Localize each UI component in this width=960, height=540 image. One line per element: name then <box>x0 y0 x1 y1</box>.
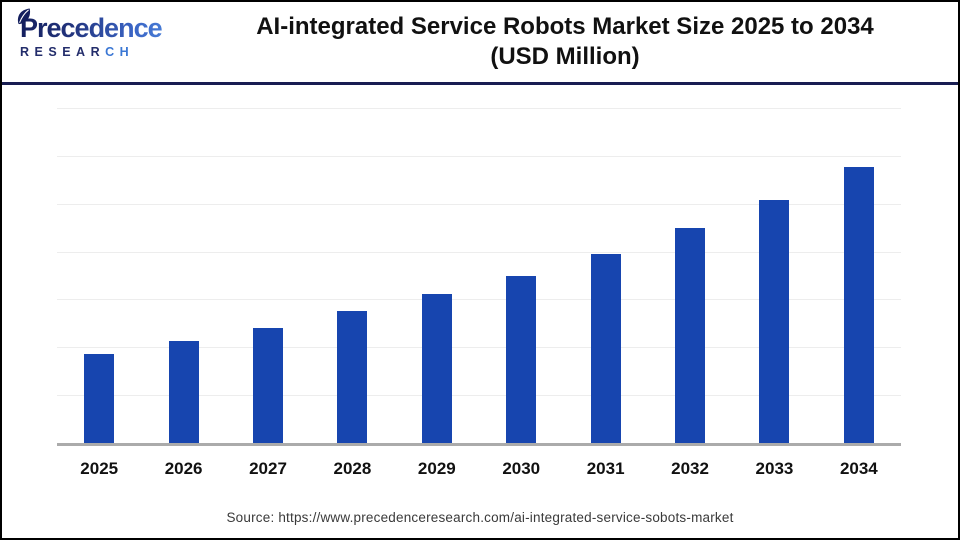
x-axis-label-2025: 2025 <box>80 459 119 478</box>
bar-slot-2033: 2033 <box>732 108 816 478</box>
x-axis-label-2030: 2030 <box>502 459 541 478</box>
bar-2033 <box>759 199 790 443</box>
bar-2026 <box>168 341 199 443</box>
precedence-research-logo: Precedence RESEARCH <box>17 8 170 59</box>
x-axis-label-2028: 2028 <box>333 459 372 478</box>
bar-slot-2025: 2025 <box>57 108 141 478</box>
gridline <box>57 299 901 301</box>
bar-slot-2032: 2032 <box>648 108 732 478</box>
bar-slot-2029: 2029 <box>395 108 479 478</box>
bar-2034 <box>843 167 874 443</box>
bar-2030 <box>506 275 537 443</box>
x-axis-label-2033: 2033 <box>755 459 794 478</box>
chart-title: AI-integrated Service Robots Market Size… <box>256 13 874 40</box>
x-axis-label-2027: 2027 <box>249 459 287 478</box>
title-block: AI-integrated Service Robots Market Size… <box>172 2 958 72</box>
header: Precedence RESEARCH AI-integrated Servic… <box>2 2 958 85</box>
logo-research-dark: RESEAR <box>20 45 106 59</box>
bar-slot-2031: 2031 <box>563 108 647 478</box>
bar-2028 <box>337 311 368 443</box>
gridline <box>57 203 901 205</box>
bar-slot-2030: 2030 <box>479 108 563 478</box>
gridline <box>57 347 901 349</box>
bar-slot-2034: 2034 <box>817 108 901 478</box>
x-axis-label-2034: 2034 <box>839 459 878 478</box>
bar-2032 <box>675 228 706 443</box>
gridline <box>57 155 901 157</box>
logo-research-text: RESEARCH <box>20 46 170 59</box>
bar-slot-2028: 2028 <box>310 108 394 478</box>
bar-slot-2027: 2027 <box>226 108 310 478</box>
x-axis-label-2031: 2031 <box>586 459 625 478</box>
x-axis-label-2026: 2026 <box>164 459 203 478</box>
bar-slot-2026: 2026 <box>141 108 225 478</box>
x-axis-label-2029: 2029 <box>417 459 456 478</box>
source-line: Source: https://www.precedenceresearch.c… <box>226 510 734 525</box>
logo-wordmark: Precedence <box>17 8 170 43</box>
bar-2027 <box>253 328 284 443</box>
chart-subtitle: (USD Million) <box>490 43 640 70</box>
gridline <box>57 108 901 109</box>
gridline <box>57 395 901 397</box>
logo-brand-text: Precedence <box>20 13 162 43</box>
plot-area: 2025 2026 2027 2028 2029 2030 2031 2032 2033 2034 <box>57 108 901 478</box>
bar-2025 <box>84 353 115 443</box>
x-axis-label-2032: 2032 <box>671 459 709 478</box>
gridline <box>57 251 901 253</box>
logo-research-light: CH <box>105 45 135 59</box>
bar-2029 <box>421 294 452 443</box>
bar-2031 <box>590 253 621 443</box>
leaf-icon <box>17 8 31 25</box>
